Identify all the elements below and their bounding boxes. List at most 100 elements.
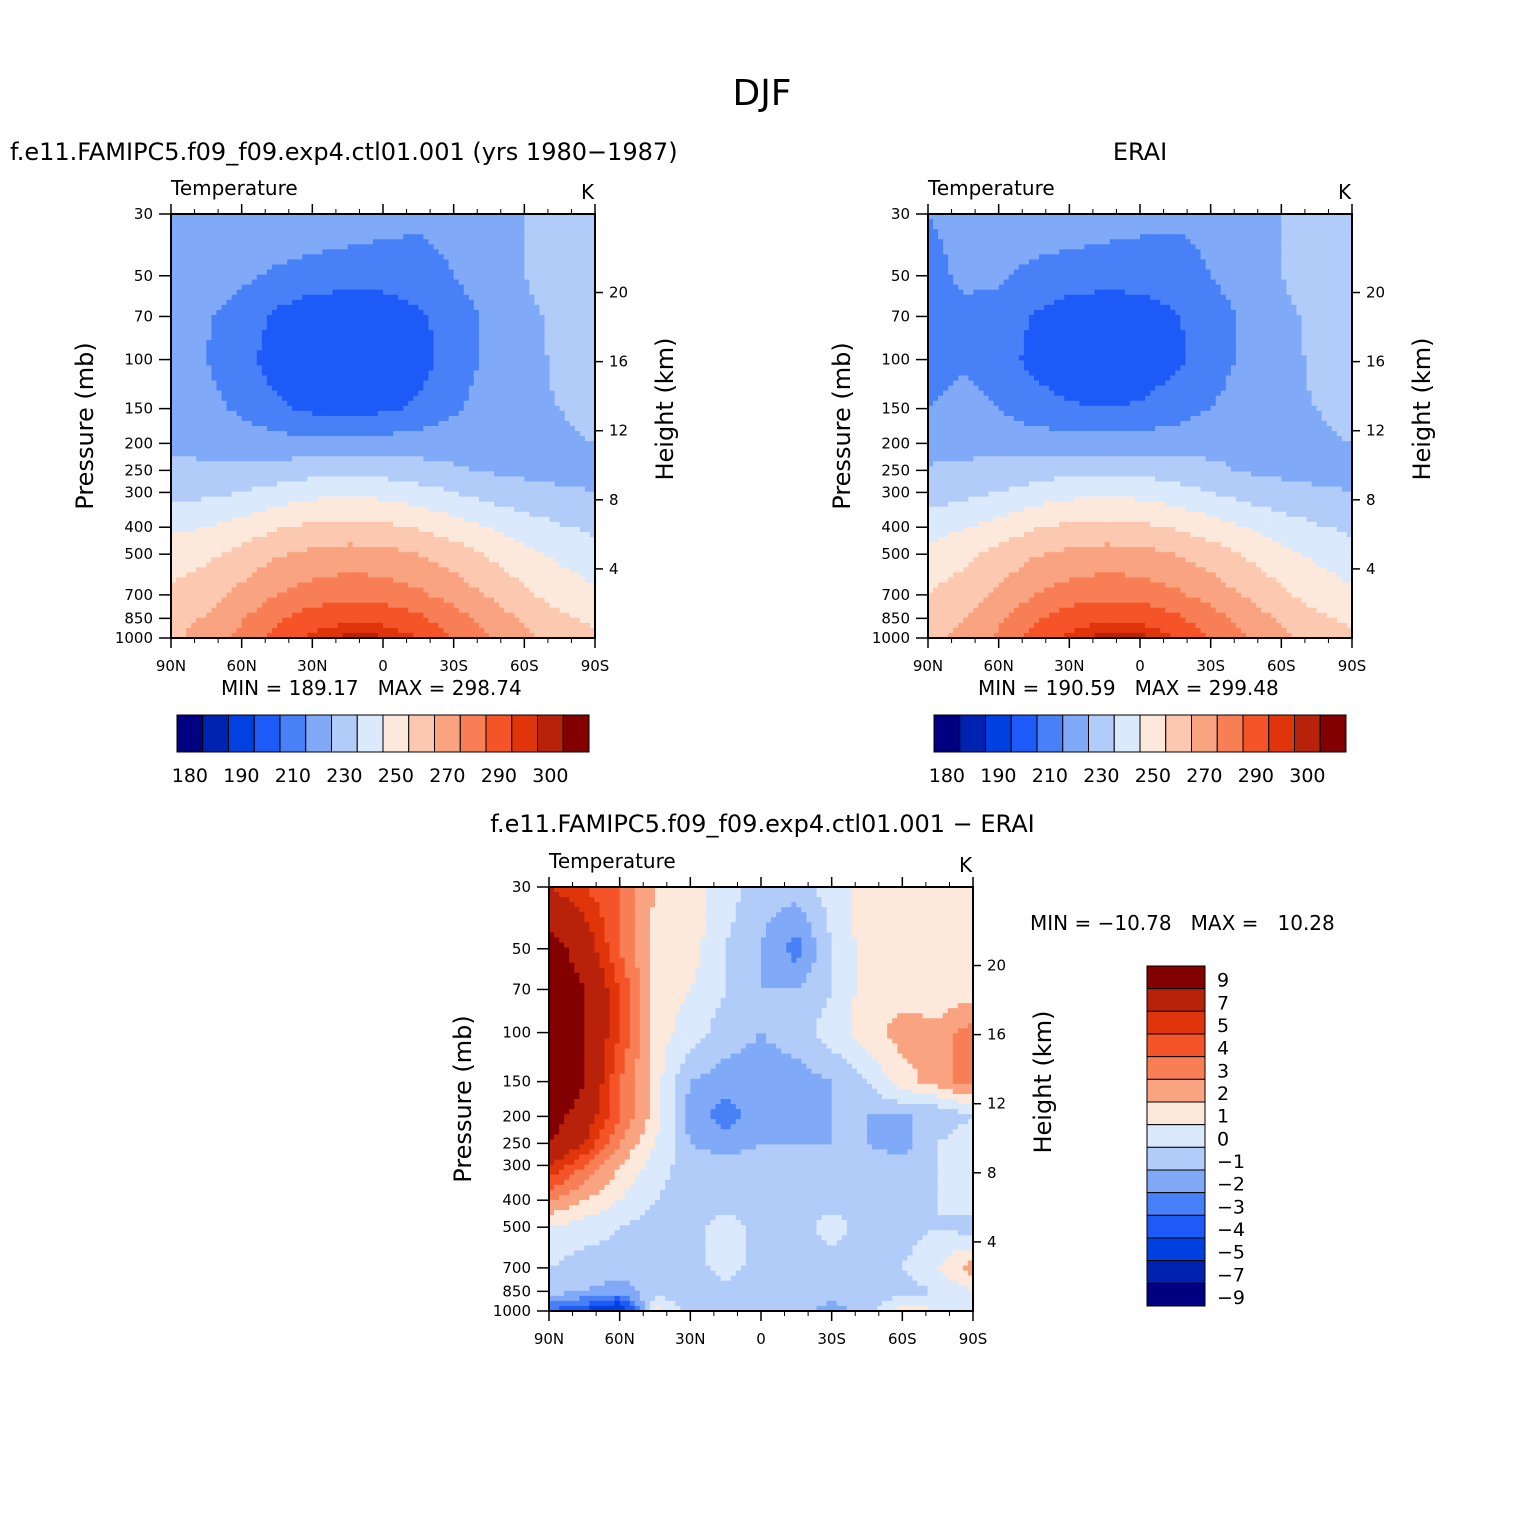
heatmap-cell [252,295,258,301]
heatmap-cell [413,456,419,462]
heatmap-cell [494,416,500,422]
heatmap-cell [237,234,243,240]
heatmap-cell [413,285,419,291]
heatmap-cell [373,451,379,457]
heatmap-cell [514,335,520,341]
heatmap-cell [262,350,268,356]
heatmap-cell [499,290,505,296]
heatmap-cell [196,482,202,488]
heatmap-cell [545,280,551,286]
heatmap-cell [545,239,551,245]
heatmap-cell [327,476,333,482]
heatmap-cell [433,229,439,235]
heatmap-cell [216,320,222,326]
heatmap-cell [428,492,434,498]
heatmap-cell [529,254,535,260]
heatmap-cell [216,381,222,387]
heatmap-cell [181,275,187,281]
heatmap-cell [292,441,298,447]
heatmap-cell [307,320,313,326]
heatmap-cell [257,391,263,397]
heatmap-cell [499,315,505,321]
heatmap-cell [529,426,535,432]
heatmap-cell [433,275,439,281]
heatmap-cell [459,270,465,276]
heatmap-cell [534,446,540,452]
heatmap-cell [580,249,586,255]
heatmap-cell [272,391,278,397]
heatmap-cell [227,391,233,397]
heatmap-cell [186,295,192,301]
heatmap-cell [322,482,328,488]
heatmap-cell [373,264,379,270]
heatmap-cell [474,471,480,477]
heatmap-cell [267,396,273,402]
heatmap-cell [378,451,384,457]
heatmap-cell [514,451,520,457]
heatmap-cell [267,451,273,457]
heatmap-cell [514,270,520,276]
heatmap-cell [191,376,197,382]
heatmap-cell [428,320,434,326]
heatmap-cell [363,224,369,230]
heatmap-cell [464,416,470,422]
heatmap-cell [580,330,586,336]
heatmap-cell [504,300,510,306]
heatmap-cell [307,482,313,488]
heatmap-cell [550,391,556,397]
heatmap-cell [181,270,187,276]
heatmap-cell [221,360,227,366]
heatmap-cell [550,360,556,366]
heatmap-cell [393,461,399,467]
heatmap-cell [398,315,404,321]
heatmap-cell [484,461,490,467]
heatmap-cell [484,421,490,427]
heatmap-cell [363,431,369,437]
heatmap-cell [464,471,470,477]
heatmap-cell [474,411,480,417]
heatmap-cell [292,461,298,467]
heatmap-cell [393,502,399,508]
heatmap-cell [312,461,318,467]
heatmap-cell [398,360,404,366]
heatmap-cell [196,290,202,296]
heatmap-cell [327,487,333,493]
heatmap-cell [196,512,202,518]
heatmap-cell [464,391,470,397]
heatmap-cell [292,416,298,422]
heatmap-cell [398,219,404,225]
heatmap-cell [353,476,359,482]
heatmap-cell [514,461,520,467]
heatmap-cell [439,446,445,452]
heatmap-cell [322,355,328,361]
heatmap-cell [353,335,359,341]
heatmap-cell [585,421,591,427]
heatmap-cell [403,466,409,472]
heatmap-cell [227,310,233,316]
heatmap-cell [444,360,450,366]
heatmap-cell [555,476,561,482]
heatmap-cell [494,305,500,311]
heatmap-cell [580,482,586,488]
heatmap-cell [514,436,520,442]
heatmap-cell [176,471,182,477]
heatmap-cell [282,315,288,321]
heatmap-cell [504,401,510,407]
heatmap-cell [534,441,540,447]
heatmap-cell [580,270,586,276]
heatmap-cell [560,441,566,447]
heatmap-cell [287,224,293,230]
heatmap-cell [474,259,480,265]
heatmap-cell [565,370,571,376]
heatmap-cell [292,381,298,387]
heatmap-cell [439,476,445,482]
heatmap-cell [504,497,510,503]
heatmap-cell [479,244,485,250]
heatmap-cell [272,219,278,225]
heatmap-cell [287,426,293,432]
heatmap-cell [459,401,465,407]
heatmap-cell [428,411,434,417]
heatmap-cell [489,355,495,361]
heatmap-cell [403,259,409,265]
heatmap-cell [423,487,429,493]
